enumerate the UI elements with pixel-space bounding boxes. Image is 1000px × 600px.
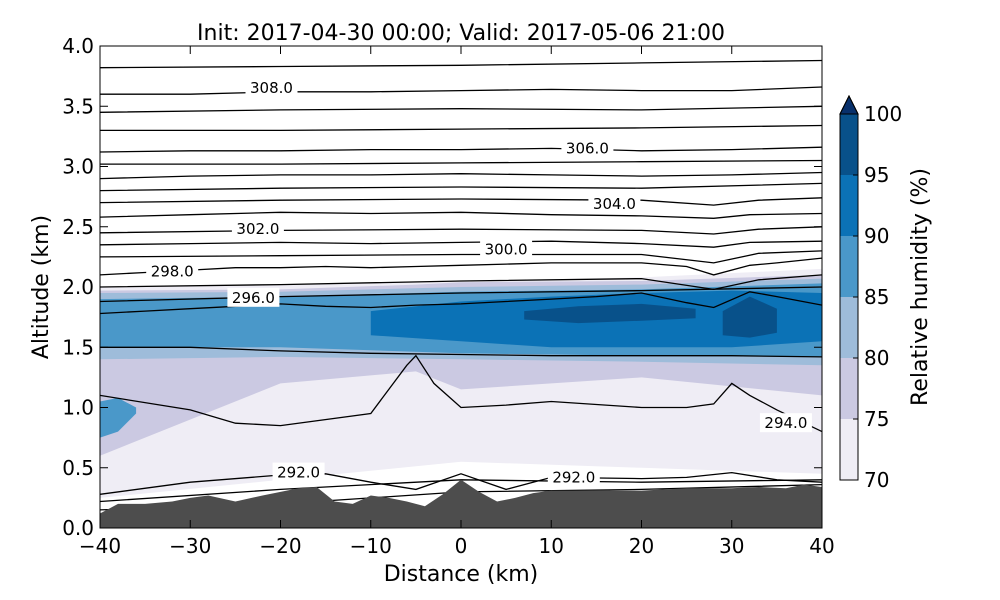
- x-tick-label: 30: [719, 534, 744, 558]
- terrain-layer: [100, 479, 822, 528]
- x-tick-label: 20: [629, 534, 654, 558]
- theta-contour-302.0: [100, 211, 822, 219]
- colorbar-segment-95: [840, 114, 858, 175]
- contour-label-bg: [245, 78, 298, 98]
- y-axis-label: Altitude (km): [29, 215, 54, 359]
- chart-title: Init: 2017-04-30 00:00; Valid: 2017-05-0…: [197, 21, 725, 46]
- colorbar-tick-label: 85: [864, 285, 889, 309]
- colorbar-segment-90: [840, 175, 858, 236]
- theta-contour-298.0: [100, 257, 822, 276]
- y-tick-label: 1.0: [62, 396, 94, 420]
- theta-contour-unlabeled-4: [100, 274, 822, 291]
- y-axis: 0.0 0.5 1.0 1.5 2.0 2.5 3.0 3.5 4.0: [62, 34, 822, 540]
- theta-contour-304.0: [100, 171, 822, 180]
- contour-label-bg: [227, 287, 280, 307]
- contour-label: 302.0: [236, 220, 279, 238]
- rh-region-85-7: [100, 397, 137, 438]
- theta-contour-unlabeled-12: [100, 59, 822, 69]
- theta-contour-unlabeled-2: [100, 346, 822, 358]
- contour-label: 294.0: [764, 414, 807, 432]
- colorbar: 70 75 80 85 90 95 100: [839, 94, 902, 492]
- x-axis-label: Distance (km): [384, 562, 539, 587]
- colorbar-tick-label: 80: [864, 346, 889, 370]
- colorbar-label: Relative humidity (%): [908, 168, 933, 406]
- theta-contour-unlabeled-8: [100, 182, 822, 192]
- theta-contour-unlabeled-11: [100, 105, 822, 113]
- contour-label-bg: [759, 413, 812, 433]
- y-tick-label: 3.5: [62, 94, 94, 118]
- x-tick-label: 0: [455, 534, 468, 558]
- colorbar-tick-label: 100: [864, 102, 902, 126]
- contour-label-bg: [231, 219, 284, 239]
- x-tick-label: −30: [169, 534, 211, 558]
- theta-contour-unlabeled-10: [100, 124, 822, 132]
- y-tick-label: 4.0: [62, 34, 94, 58]
- rh-region-95-5: [524, 303, 696, 324]
- y-tick-label: 1.5: [62, 335, 94, 359]
- theta-contour-306.0: [100, 146, 822, 153]
- y-tick-label: 2.0: [62, 275, 94, 299]
- contour-label-bg: [561, 138, 614, 158]
- theta-contour-unlabeled-7: [100, 197, 822, 206]
- x-tick-label: −10: [350, 534, 392, 558]
- colorbar-segment-80: [840, 297, 858, 358]
- x-tick-label: −20: [259, 534, 301, 558]
- y-tick-label: 0.0: [62, 516, 94, 540]
- colorbar-segment-70: [840, 419, 858, 480]
- theta-contour-unlabeled-5: [100, 250, 822, 264]
- contour-label: 296.0: [232, 289, 275, 307]
- contour-label-bg: [272, 462, 325, 482]
- x-tick-label: −40: [79, 534, 121, 558]
- contour-label-layer: 308.0 306.0 304.0 302.0 300.0 298.0 296.0 294.0…: [146, 78, 812, 487]
- contour-label-bg: [547, 467, 600, 487]
- y-tick-label: 2.5: [62, 215, 94, 239]
- theta-contour-294.0: [100, 354, 822, 433]
- humidity-fill-layer: [100, 268, 822, 498]
- contour-label: 308.0: [250, 79, 293, 97]
- contour-label: 292.0: [552, 468, 595, 486]
- colorbar-tick-label: 90: [864, 224, 889, 248]
- contour-label-bg: [588, 193, 641, 213]
- x-axis: −40 −30 −20 −10 0 10 20 30 40: [79, 46, 835, 558]
- theta-contour-unlabeled-9: [100, 159, 822, 165]
- contour-label: 306.0: [566, 139, 609, 157]
- colorbar-segment-75: [840, 358, 858, 419]
- contour-label: 292.0: [277, 464, 320, 482]
- contour-label-bg: [480, 239, 533, 259]
- x-tick-label: 40: [809, 534, 834, 558]
- contour-label: 298.0: [151, 262, 194, 280]
- colorbar-tick-label: 75: [864, 407, 889, 431]
- contour-label-bg: [146, 261, 199, 281]
- y-tick-label: 0.5: [62, 456, 94, 480]
- colorbar-extend-arrow: [839, 94, 859, 115]
- colorbar-segment-85: [840, 236, 858, 297]
- rh-region-95-6: [722, 296, 777, 338]
- theta-contour-unlabeled-3: [100, 286, 822, 303]
- terrain: [100, 479, 822, 528]
- plot-area: 308.0 306.0 304.0 302.0 300.0 298.0 296.0 294.0…: [100, 46, 822, 528]
- y-tick-label: 3.0: [62, 155, 94, 179]
- x-tick-label: 10: [539, 534, 564, 558]
- contour-label: 300.0: [485, 241, 528, 259]
- contour-label: 304.0: [593, 195, 636, 213]
- colorbar-tick-label: 70: [864, 468, 889, 492]
- colorbar-tick-label: 95: [864, 163, 889, 187]
- theta-contour-308.0: [100, 86, 822, 95]
